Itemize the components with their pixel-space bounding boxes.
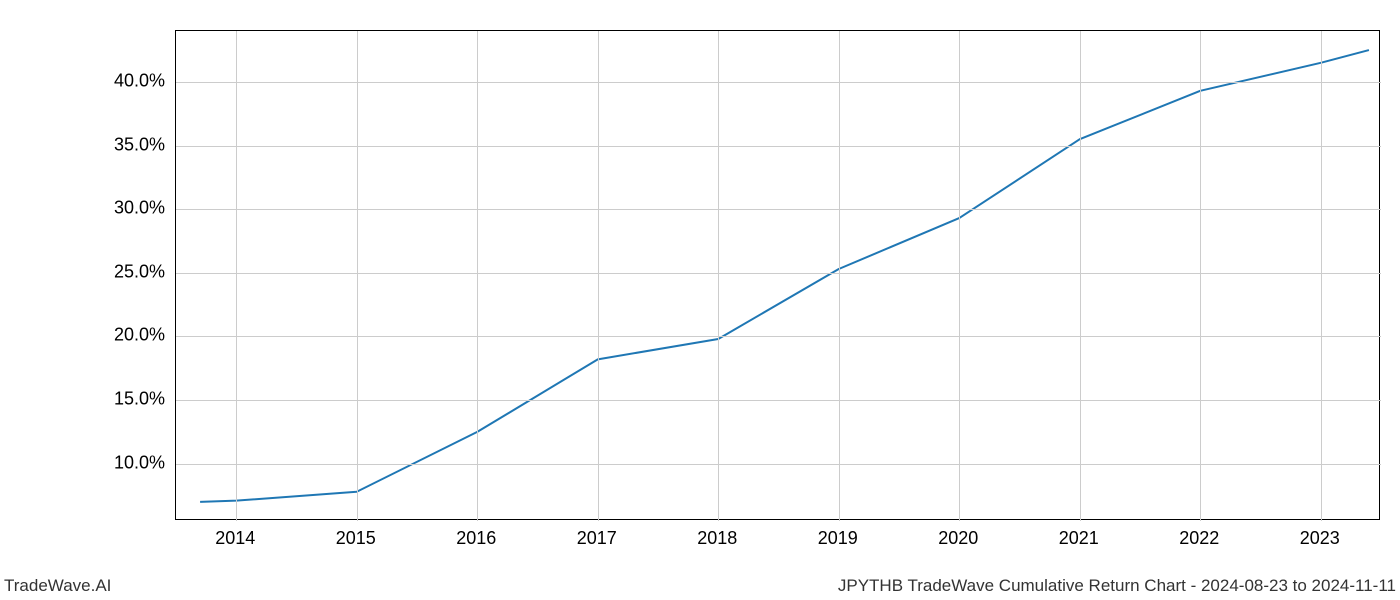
grid-line-horizontal bbox=[176, 400, 1381, 401]
grid-line-horizontal bbox=[176, 209, 1381, 210]
y-tick-label: 25.0% bbox=[114, 261, 165, 282]
x-tick-label: 2016 bbox=[456, 528, 496, 549]
chart-container: TradeWave.AI JPYTHB TradeWave Cumulative… bbox=[0, 0, 1400, 600]
x-tick-label: 2022 bbox=[1179, 528, 1219, 549]
y-tick-label: 10.0% bbox=[114, 452, 165, 473]
watermark-left: TradeWave.AI bbox=[4, 576, 111, 596]
y-tick-label: 35.0% bbox=[114, 134, 165, 155]
grid-line-vertical bbox=[598, 31, 599, 521]
x-tick-label: 2020 bbox=[938, 528, 978, 549]
grid-line-horizontal bbox=[176, 336, 1381, 337]
grid-line-horizontal bbox=[176, 146, 1381, 147]
y-tick-label: 40.0% bbox=[114, 70, 165, 91]
x-tick-label: 2017 bbox=[577, 528, 617, 549]
grid-line-vertical bbox=[959, 31, 960, 521]
grid-line-vertical bbox=[1080, 31, 1081, 521]
plot-area bbox=[175, 30, 1380, 520]
grid-line-vertical bbox=[236, 31, 237, 521]
grid-line-vertical bbox=[357, 31, 358, 521]
grid-line-vertical bbox=[477, 31, 478, 521]
y-tick-label: 15.0% bbox=[114, 389, 165, 410]
grid-line-vertical bbox=[1200, 31, 1201, 521]
caption-right: JPYTHB TradeWave Cumulative Return Chart… bbox=[838, 576, 1396, 596]
grid-line-horizontal bbox=[176, 464, 1381, 465]
x-tick-label: 2015 bbox=[336, 528, 376, 549]
y-tick-label: 20.0% bbox=[114, 325, 165, 346]
y-tick-label: 30.0% bbox=[114, 198, 165, 219]
grid-line-vertical bbox=[839, 31, 840, 521]
grid-line-horizontal bbox=[176, 82, 1381, 83]
grid-line-horizontal bbox=[176, 273, 1381, 274]
grid-line-vertical bbox=[1321, 31, 1322, 521]
grid-line-vertical bbox=[718, 31, 719, 521]
series-line bbox=[200, 50, 1369, 502]
x-tick-label: 2018 bbox=[697, 528, 737, 549]
x-tick-label: 2019 bbox=[818, 528, 858, 549]
x-tick-label: 2014 bbox=[215, 528, 255, 549]
x-tick-label: 2021 bbox=[1059, 528, 1099, 549]
x-tick-label: 2023 bbox=[1300, 528, 1340, 549]
